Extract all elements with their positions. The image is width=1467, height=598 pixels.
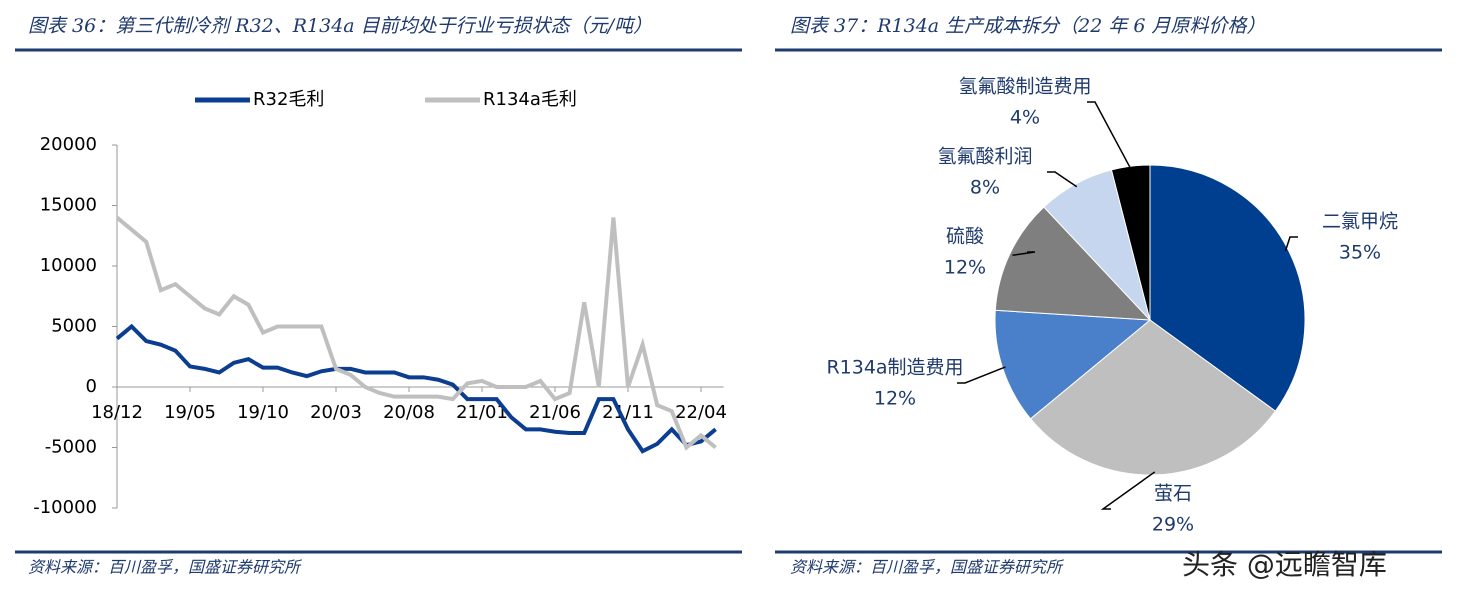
legend-label: R32毛利: [253, 89, 324, 110]
source: 资料来源：百川盈孚，国盛证券研究所: [28, 558, 303, 577]
slice-value-label: 29%: [1152, 514, 1194, 536]
pie-slice: [994, 206, 1152, 321]
x-tick-label: 20/03: [310, 402, 362, 423]
slice-label: 氢氟酸制造费用: [958, 76, 1091, 98]
pie-slice: [1029, 319, 1277, 476]
slice-label: 萤石: [1154, 483, 1192, 505]
source: 资料来源：百川盈孚，国盛证券研究所: [790, 558, 1065, 577]
x-tick-label: 21/11: [602, 402, 654, 423]
leader-line: [1284, 236, 1298, 252]
y-tick-label: -5000: [45, 437, 97, 458]
legend-label: R134a毛利: [483, 89, 577, 110]
y-tick-label: 15000: [40, 195, 97, 216]
y-tick-label: 10000: [40, 255, 97, 276]
leader-line: [1100, 471, 1156, 510]
slice-label: 氢氟酸利润: [937, 146, 1032, 168]
chart-title: 图表 37：R134a 生产成本拆分（22 年 6 月原料价格）: [790, 15, 1266, 37]
slice-value-label: 8%: [970, 177, 1000, 199]
leader-line: [1047, 171, 1078, 188]
slice-label: R134a制造费用: [826, 357, 963, 379]
y-tick-label: 5000: [51, 316, 97, 337]
y-tick-label: -10000: [33, 497, 97, 518]
y-tick-label: 0: [86, 376, 97, 397]
x-tick-label: 22/04: [675, 402, 727, 423]
pie-slice: [1110, 164, 1151, 321]
x-tick-label: 21/01: [456, 402, 508, 423]
leader-line: [957, 366, 1006, 384]
series-line: [115, 216, 717, 451]
leader-line: [1087, 101, 1132, 170]
x-tick-label: 18/12: [91, 402, 143, 423]
slice-value-label: 12%: [874, 388, 916, 410]
y-tick-label: 20000: [40, 134, 97, 155]
x-tick-label: 20/08: [383, 402, 435, 423]
chart-title: 图表 36：第三代制冷剂 R32、R134a 目前均处于行业亏损状态（元/吨）: [28, 15, 652, 37]
slice-label: 硫酸: [946, 226, 984, 248]
watermark: 头条 @远瞻智库: [1182, 548, 1387, 581]
pie-slice: [1149, 164, 1306, 412]
x-tick-label: 19/10: [237, 402, 289, 423]
x-tick-label: 19/05: [164, 402, 216, 423]
series-line: [115, 323, 717, 454]
slice-value-label: 4%: [1010, 107, 1040, 129]
slice-label: 二氯甲烷: [1322, 211, 1398, 233]
leader-line: [1012, 251, 1036, 257]
x-tick-label: 21/06: [529, 402, 581, 423]
slice-value-label: 12%: [944, 257, 986, 279]
slice-value-label: 35%: [1339, 242, 1381, 264]
